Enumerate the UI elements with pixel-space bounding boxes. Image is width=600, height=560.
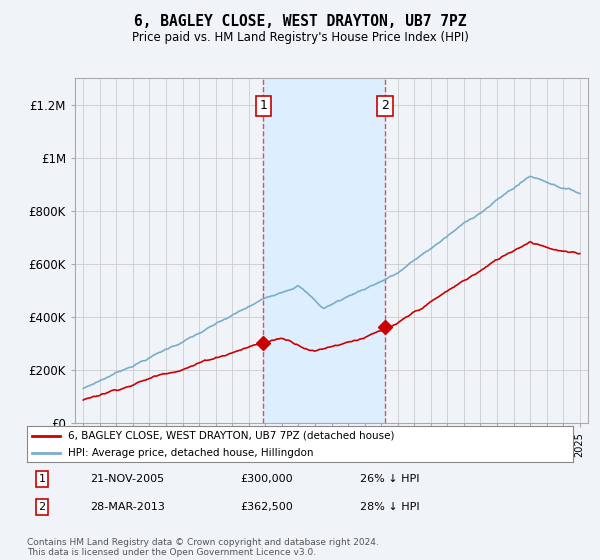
- Text: Contains HM Land Registry data © Crown copyright and database right 2024.
This d: Contains HM Land Registry data © Crown c…: [27, 538, 379, 557]
- Text: 21-NOV-2005: 21-NOV-2005: [90, 474, 164, 484]
- Text: 28-MAR-2013: 28-MAR-2013: [90, 502, 165, 512]
- Text: HPI: Average price, detached house, Hillingdon: HPI: Average price, detached house, Hill…: [68, 448, 313, 458]
- Text: 1: 1: [38, 474, 46, 484]
- Bar: [263, 78, 385, 423]
- Text: 1: 1: [260, 100, 268, 113]
- Text: 2: 2: [381, 100, 389, 113]
- Text: £300,000: £300,000: [240, 474, 293, 484]
- Text: 26% ↓ HPI: 26% ↓ HPI: [360, 474, 419, 484]
- Text: Price paid vs. HM Land Registry's House Price Index (HPI): Price paid vs. HM Land Registry's House …: [131, 31, 469, 44]
- Text: 6, BAGLEY CLOSE, WEST DRAYTON, UB7 7PZ (detached house): 6, BAGLEY CLOSE, WEST DRAYTON, UB7 7PZ (…: [68, 431, 394, 441]
- Text: 2: 2: [38, 502, 46, 512]
- Text: 6, BAGLEY CLOSE, WEST DRAYTON, UB7 7PZ: 6, BAGLEY CLOSE, WEST DRAYTON, UB7 7PZ: [134, 14, 466, 29]
- Text: 28% ↓ HPI: 28% ↓ HPI: [360, 502, 419, 512]
- Text: £362,500: £362,500: [240, 502, 293, 512]
